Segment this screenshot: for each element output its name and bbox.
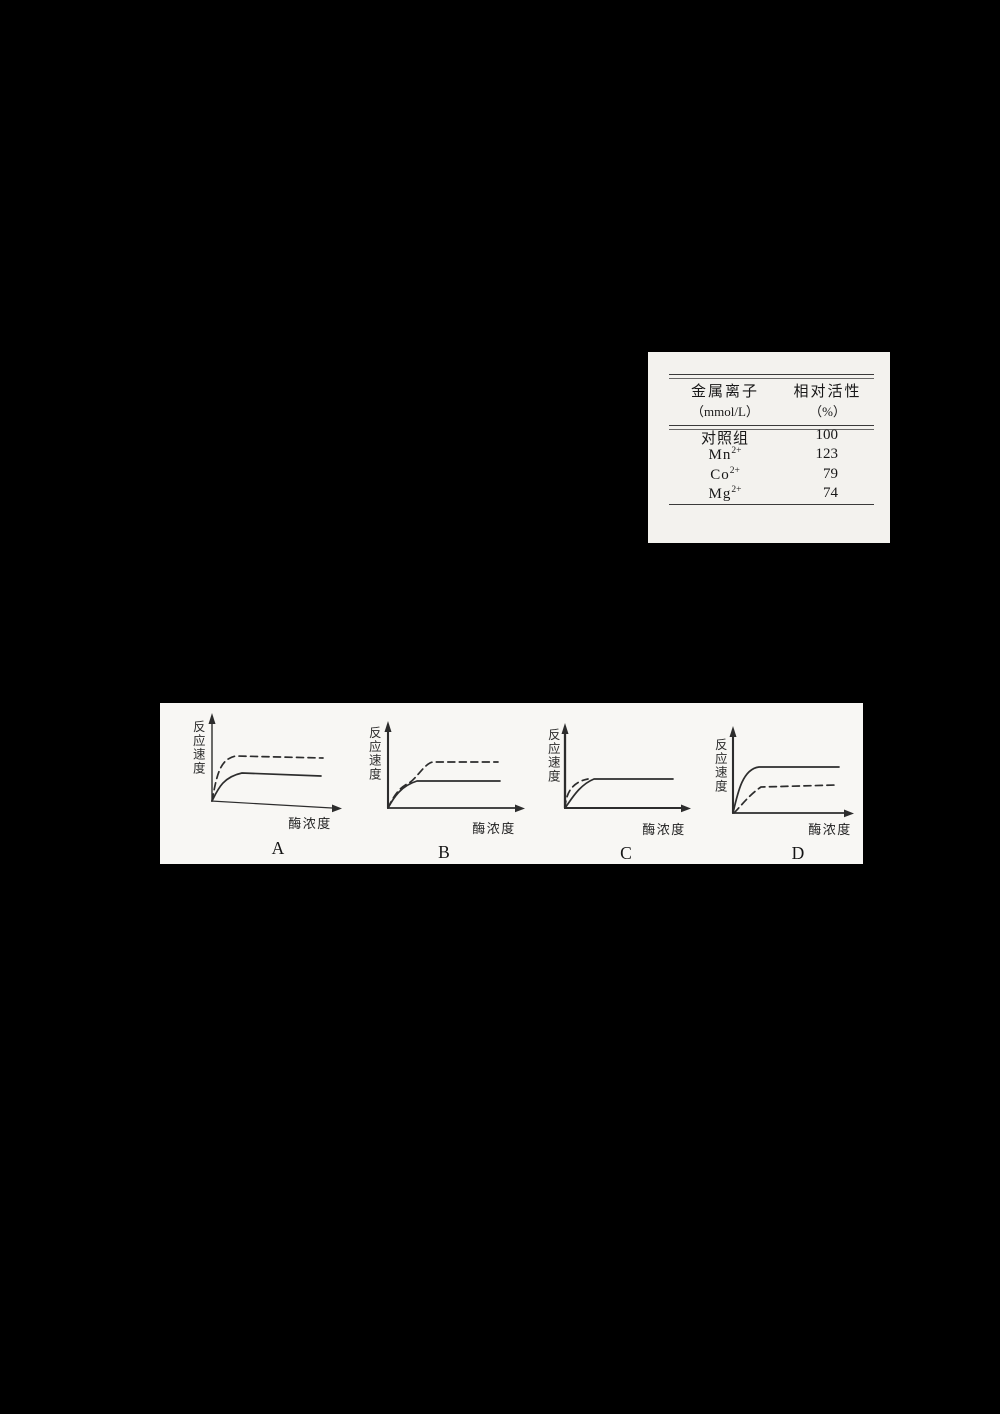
ion-label: 对照组 xyxy=(700,431,749,447)
table-header-rule xyxy=(669,425,874,426)
y-axis-label: 反应速度 xyxy=(548,728,561,783)
figure-strip: 反应速度 酶浓度 A 反应速度 酶浓度 B 反应速度 酶浓度 C 反应速度 酶浓度 D xyxy=(160,703,863,864)
table-row: 对照组 100 xyxy=(669,427,874,447)
y-axis-arrow xyxy=(208,713,216,724)
series-dashed-line xyxy=(733,784,837,814)
column-header-metal-ion: 金属离子 xyxy=(690,384,759,400)
y-axis-arrow xyxy=(384,721,392,732)
series-solid-line xyxy=(211,772,322,802)
ion-charge-superscript: 2+ xyxy=(731,484,742,495)
series-dashed-line xyxy=(387,761,499,809)
option-letter: D xyxy=(792,843,805,863)
table-top-rule-2 xyxy=(669,378,874,379)
activity-value: 123 xyxy=(815,446,839,463)
y-axis-arrow xyxy=(561,723,569,734)
table-row: Mn2+ 123 xyxy=(669,446,874,465)
x-axis-arrow xyxy=(844,809,854,818)
table-row: Mg2+ 74 xyxy=(669,485,874,504)
y-axis-arrow xyxy=(729,726,737,737)
activity-value: 100 xyxy=(815,427,839,443)
x-axis-label: 酶浓度 xyxy=(472,821,516,836)
y-axis-label: 反应速度 xyxy=(715,738,728,793)
x-axis xyxy=(210,800,333,809)
option-letter: B xyxy=(438,842,450,862)
metal-ion-activity-table: 金属离子 相对活性 （mmol/L） （%） 对照组 100 Mn2+ 123 Co2+… xyxy=(648,352,890,543)
x-axis-label: 酶浓度 xyxy=(288,816,332,831)
column-header-metal-ion-unit: （mmol/L） xyxy=(691,404,759,419)
table-top-rule xyxy=(669,374,874,375)
option-letter: C xyxy=(620,843,632,863)
x-axis-label: 酶浓度 xyxy=(642,822,686,837)
ion-label: Mn2+ xyxy=(708,446,742,464)
series-dashed-line xyxy=(211,755,324,802)
series-solid-line xyxy=(564,778,674,809)
ion-charge-superscript: 2+ xyxy=(731,446,742,457)
table-body: 对照组 100 Mn2+ 123 Co2+ 79 Mg2+ 74 xyxy=(669,427,874,504)
series-dashed-line xyxy=(564,778,589,809)
activity-value: 79 xyxy=(823,465,838,482)
ion-label: Mg2+ xyxy=(708,484,742,502)
ion-label: Co2+ xyxy=(710,465,740,483)
x-axis-label: 酶浓度 xyxy=(808,822,852,837)
column-header-relative-activity-unit: （%） xyxy=(809,404,846,419)
option-letter: A xyxy=(272,838,285,858)
series-solid-line xyxy=(387,780,501,809)
series-solid-line xyxy=(732,766,840,814)
y-axis-label: 反应速度 xyxy=(193,720,206,775)
table-row: Co2+ 79 xyxy=(669,466,874,485)
table-bottom-rule xyxy=(669,504,874,506)
x-axis-arrow xyxy=(681,804,691,813)
table-header-rule-2 xyxy=(669,429,874,430)
activity-value: 74 xyxy=(823,484,838,501)
ion-charge-superscript: 2+ xyxy=(729,465,740,476)
column-header-relative-activity: 相对活性 xyxy=(793,384,862,400)
y-axis-label: 反应速度 xyxy=(369,726,382,781)
x-axis-arrow xyxy=(332,804,342,813)
x-axis-arrow xyxy=(515,804,525,813)
